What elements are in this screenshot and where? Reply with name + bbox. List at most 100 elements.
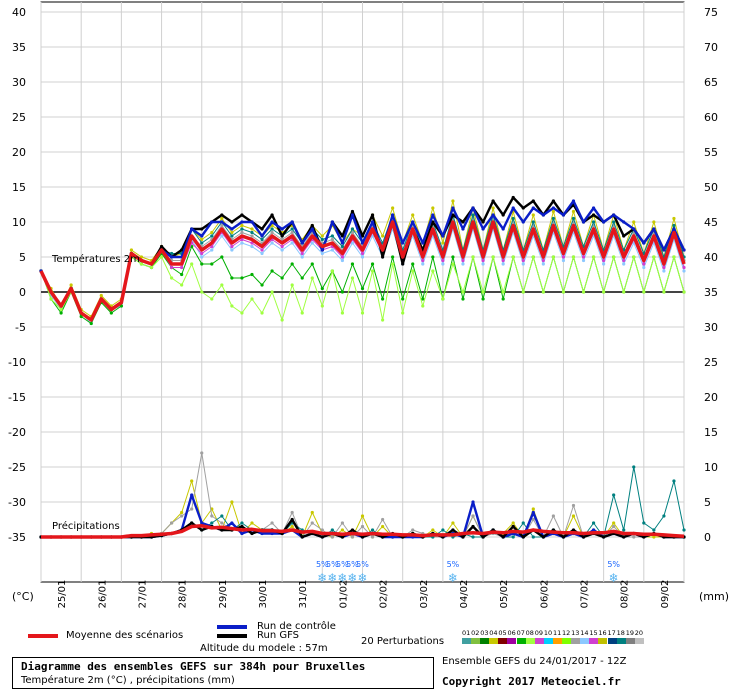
- temperature-point: [522, 290, 525, 293]
- temperature-point: [492, 206, 495, 209]
- right-tick-label: 45: [704, 216, 718, 229]
- legend-mean-label: Moyenne des scénarios: [66, 630, 183, 641]
- temperature-point: [582, 259, 585, 262]
- temperature-point: [622, 262, 625, 265]
- temperature-point: [381, 234, 384, 237]
- left-tick-label: -25: [8, 461, 26, 474]
- temperature-point: [361, 287, 364, 290]
- temperature-point: [210, 262, 213, 265]
- perturbation-swatch: [535, 638, 544, 644]
- precipitation-point: [361, 514, 364, 517]
- temperature-point: [502, 297, 505, 300]
- perturbation-swatch: [571, 638, 580, 644]
- temperature-point: [612, 213, 615, 216]
- temperature-point: [59, 308, 62, 311]
- precipitation-point: [200, 451, 203, 454]
- perturbation-legend-item: 14: [580, 629, 589, 649]
- temperature-point: [341, 255, 344, 258]
- precipitation-point: [240, 525, 243, 528]
- temperature-point: [421, 297, 424, 300]
- temperature-point: [90, 322, 93, 325]
- perturbation-legend-item: 20: [635, 629, 644, 649]
- temperature-point: [230, 248, 233, 251]
- temperature-point: [481, 290, 484, 293]
- x-tick-label: 03/02: [419, 580, 430, 609]
- precipitation-point: [250, 532, 253, 535]
- temperature-point: [381, 318, 384, 321]
- left-tick-label: 35: [12, 41, 26, 54]
- temperature-point: [200, 241, 203, 244]
- perturbation-swatch: [517, 638, 526, 644]
- right-tick-label: 60: [704, 111, 718, 124]
- temperature-point: [672, 255, 675, 258]
- snowflake-icon: ❄: [317, 571, 327, 585]
- perturbation-id: 20: [635, 629, 643, 637]
- perturbation-id: 14: [580, 629, 588, 637]
- temperature-point: [200, 290, 203, 293]
- temperature-point: [471, 255, 474, 258]
- chart-title: Diagramme des ensembles GEFS sur 384h po…: [21, 660, 365, 673]
- temperature-point: [622, 259, 625, 262]
- temperature-point: [411, 262, 414, 265]
- temperature-point: [250, 234, 253, 237]
- precipitation-point: [471, 514, 474, 517]
- temperature-point: [542, 262, 545, 265]
- precipitation-point: [311, 521, 314, 524]
- temperature-point: [180, 273, 183, 276]
- perturbation-legend-item: 13: [571, 629, 580, 649]
- temperature-point: [240, 311, 243, 314]
- temperature-point: [210, 234, 213, 237]
- precipitation-point: [321, 535, 324, 538]
- temperature-point: [361, 255, 364, 258]
- right-tick-label: 75: [704, 6, 718, 19]
- temperature-point: [321, 248, 324, 251]
- temperature-point: [652, 220, 655, 223]
- temperature-point: [481, 227, 484, 230]
- precipitation-point: [532, 511, 535, 514]
- temperature-point: [260, 234, 263, 237]
- temperature-point: [542, 213, 545, 216]
- temperature-point: [331, 238, 334, 241]
- temperature-point: [512, 217, 515, 220]
- temperature-point: [682, 248, 685, 251]
- temperature-point: [311, 227, 314, 230]
- precipitation-point: [220, 521, 223, 524]
- temperature-point: [70, 283, 73, 286]
- temperature-point: [361, 252, 364, 255]
- temperature-point: [431, 269, 434, 272]
- x-tick-label: 05/02: [499, 580, 510, 609]
- temperature-point: [481, 259, 484, 262]
- temperature-point: [160, 245, 163, 248]
- perturbation-swatch: [589, 638, 598, 644]
- temperature-point: [260, 252, 263, 255]
- title-box: Diagramme des ensembles GEFS sur 384h po…: [12, 657, 434, 689]
- precipitation-point: [682, 528, 685, 531]
- temperature-point: [522, 206, 525, 209]
- precipitation-point: [512, 521, 515, 524]
- temperature-annotation: Températures 2m: [51, 253, 140, 265]
- perturbation-legend-item: 17: [608, 629, 617, 649]
- perturbation-id: 13: [571, 629, 579, 637]
- left-tick-label: -10: [8, 356, 26, 369]
- altitude-label: Altitude du modele : 57m: [200, 643, 328, 654]
- temperature-point: [281, 234, 284, 237]
- temperature-point: [492, 213, 495, 216]
- right-tick-label: 0: [704, 531, 711, 544]
- temperature-point: [562, 213, 565, 216]
- precipitation-point: [351, 528, 354, 531]
- temperature-point: [220, 217, 223, 220]
- temperature-point: [542, 290, 545, 293]
- temperature-point: [512, 196, 515, 199]
- temperature-point: [351, 213, 354, 216]
- temperature-point: [200, 252, 203, 255]
- temperature-point: [451, 262, 454, 265]
- temperature-point: [341, 245, 344, 248]
- temperature-point: [220, 255, 223, 258]
- temperature-point: [281, 248, 284, 251]
- temperature-point: [321, 252, 324, 255]
- temperature-point: [552, 199, 555, 202]
- perturbation-swatch: [626, 638, 635, 644]
- chart-subtitle: Température 2m (°C) , précipitations (mm…: [21, 675, 235, 686]
- temperature-point: [250, 227, 253, 230]
- temperature-point: [260, 227, 263, 230]
